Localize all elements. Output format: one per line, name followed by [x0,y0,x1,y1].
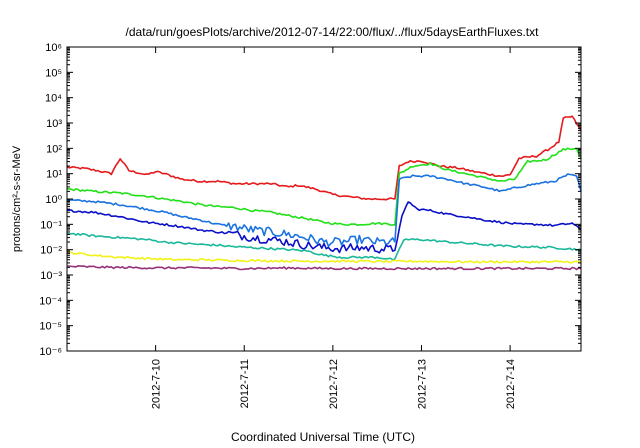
x-tick-label: 2012-7-11 [239,359,251,408]
series-line-2 [66,147,582,226]
y-tick-label: 10¹ [46,169,62,181]
y-tick-label: 10⁶ [45,42,62,54]
x-tick-label: 2012-7-10 [151,359,163,409]
x-tick-label: 2012-7-13 [416,359,428,409]
series-line-1 [66,115,582,201]
y-tick-label: 10⁻⁵ [39,321,62,333]
x-axis-label: Coordinated Universal Time (UTC) [231,430,415,444]
series-line-3 [66,173,582,248]
series-line-6 [66,250,582,264]
y-tick-label: 10⁵ [45,67,62,79]
x-tick-label: 2012-7-14 [505,359,517,409]
y-tick-label: 10⁻⁶ [39,346,62,358]
y-tick-label: 10³ [46,118,62,130]
y-tick-label: 10⁻² [40,245,62,257]
y-tick-label: 10² [46,143,62,155]
y-tick-label: 10⁻¹ [40,219,62,231]
x-tick-label: 2012-7-12 [328,359,340,409]
series-line-4 [67,201,582,254]
y-axis-label: protons/cm²-s-sr-MeV [11,145,23,252]
y-tick-label: 10⁻³ [40,270,62,282]
y-tick-label: 10⁰ [45,194,62,206]
series-layer [66,115,582,271]
y-tick-label: 10⁻⁴ [39,295,62,307]
plot-frame [66,46,582,352]
y-tick-label: 10⁴ [45,93,62,105]
chart-title: /data/run/goesPlots/archive/2012-07-14/2… [126,25,540,39]
series-line-5 [66,232,582,261]
series-line-7 [67,265,582,271]
tick-layer: 10⁶ 10⁵ 10⁴ 10³ 10² 10¹ 10⁰ 10⁻¹ 10⁻² 10⁻³ 10⁻⁴ 10⁻… [39,42,581,409]
